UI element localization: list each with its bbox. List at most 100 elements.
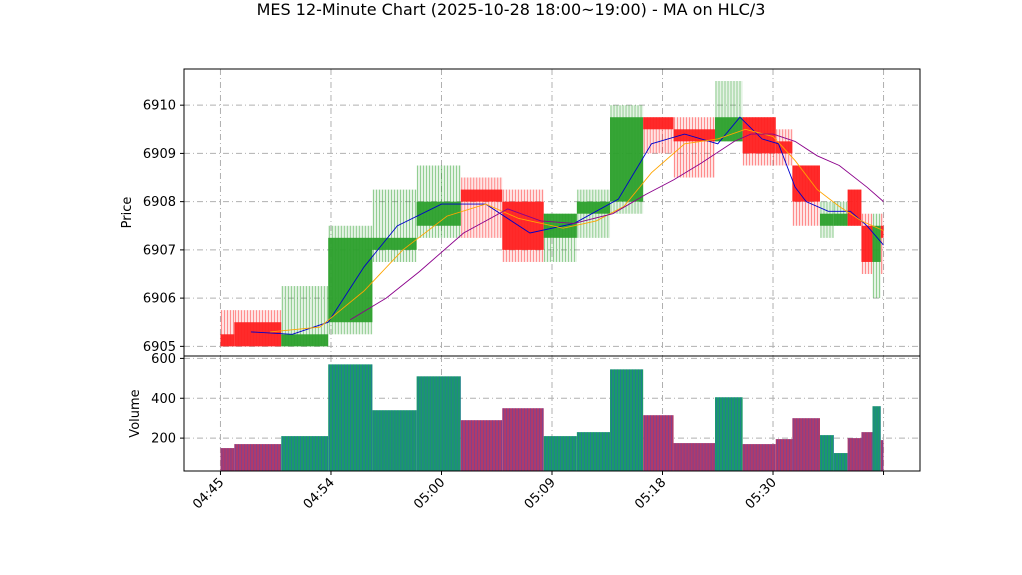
volume-bar xyxy=(543,436,577,471)
price-bar xyxy=(372,189,417,262)
volume-bar-fill xyxy=(847,438,862,471)
volume-bar xyxy=(220,448,235,471)
volume-tick-label: 200 xyxy=(151,432,176,447)
x-tick-label: 04:54 xyxy=(301,475,338,512)
price-bar xyxy=(847,189,862,226)
volume-bar-fill xyxy=(715,397,743,471)
price-tick-label: 6908 xyxy=(143,195,176,210)
price-bar xyxy=(819,201,834,238)
volume-bar xyxy=(372,410,417,471)
volume-bar xyxy=(643,415,674,471)
volume-bar xyxy=(819,435,834,471)
volume-bar xyxy=(610,369,644,471)
price-tick-label: 6909 xyxy=(143,147,176,162)
x-tick-label: 05:18 xyxy=(632,475,669,512)
price-bar-body xyxy=(220,334,235,347)
price-panel: 6905 6906 6907 6908 6909 6910 Price xyxy=(120,68,921,357)
price-bar xyxy=(643,117,674,154)
price-bar xyxy=(234,310,282,347)
volume-bar xyxy=(792,418,820,471)
volume-bar-fill xyxy=(872,406,881,471)
price-bar-body xyxy=(872,225,881,262)
price-bar-body xyxy=(372,237,417,250)
volume-bar xyxy=(742,444,776,471)
price-bar xyxy=(460,177,503,238)
price-bar-body xyxy=(792,165,820,202)
price-bar xyxy=(715,81,743,142)
volume-bar xyxy=(281,436,329,471)
volume-bar-fill xyxy=(220,448,235,471)
price-bar-body xyxy=(234,322,282,347)
price-bar-body xyxy=(328,237,373,323)
price-bar xyxy=(673,117,716,178)
price-axis-title: Price xyxy=(120,197,135,229)
x-tick-label: 05:09 xyxy=(522,475,559,512)
volume-bar xyxy=(502,408,544,471)
volume-bar-fill xyxy=(833,453,848,471)
volume-bar xyxy=(715,397,743,471)
volume-bar xyxy=(234,444,282,471)
price-bar-body xyxy=(610,117,644,202)
price-bar-body xyxy=(775,141,793,154)
price-tick-label: 6910 xyxy=(143,99,176,114)
volume-bar-fill xyxy=(502,408,544,471)
volume-bar xyxy=(833,453,848,471)
x-tick-label: 05:30 xyxy=(743,475,780,512)
price-bar-range xyxy=(673,117,716,178)
volume-bar xyxy=(416,376,461,471)
price-bar xyxy=(328,225,373,335)
volume-bar-fill xyxy=(792,418,820,471)
volume-bar xyxy=(328,364,373,471)
price-bar xyxy=(502,189,544,262)
price-bar-body xyxy=(833,213,848,226)
volume-bar-fill xyxy=(281,436,329,471)
price-bar xyxy=(610,105,644,214)
volume-tick-label: 600 xyxy=(151,352,176,367)
price-bar-body xyxy=(847,189,862,226)
volume-bar xyxy=(775,439,793,471)
price-bar-body xyxy=(281,334,329,347)
volume-bar xyxy=(872,406,881,471)
price-tick-label: 6905 xyxy=(143,340,176,355)
volume-bar-fill xyxy=(673,443,716,471)
price-bar xyxy=(416,165,461,238)
price-bar xyxy=(576,189,611,238)
price-bar xyxy=(281,286,329,347)
price-bar xyxy=(220,310,235,347)
price-bar-body xyxy=(819,213,834,226)
volume-bar xyxy=(861,432,873,471)
volume-bar-fill xyxy=(460,420,503,471)
x-tick-label: 04:45 xyxy=(190,475,227,512)
volume-bar xyxy=(576,432,611,471)
price-bar-range xyxy=(460,177,503,238)
volume-bar-fill xyxy=(861,432,873,471)
volume-bar-fill xyxy=(234,444,282,471)
price-bar xyxy=(543,213,577,262)
price-bar-body xyxy=(643,117,674,130)
volume-bar-fill xyxy=(819,435,834,471)
volume-bar xyxy=(460,420,503,471)
volume-bar xyxy=(847,438,862,471)
chart-title: MES 12-Minute Chart (2025-10-28 18:00~19… xyxy=(256,0,766,19)
volume-tick-label: 400 xyxy=(151,392,176,407)
price-bar-body xyxy=(543,213,577,238)
ma-line-1 xyxy=(250,116,884,335)
price-bar-body xyxy=(715,117,743,142)
x-axis: 04:45 04:54 05:00 05:09 05:18 05:30 xyxy=(190,471,885,512)
volume-panel: 200 400 600 Volume xyxy=(128,352,921,472)
volume-bar xyxy=(673,443,716,471)
price-bar-body xyxy=(673,129,716,142)
x-tick-label: 05:00 xyxy=(411,475,448,512)
price-bar-body xyxy=(880,225,884,238)
price-tick-label: 6907 xyxy=(143,243,176,258)
volume-bar xyxy=(880,440,884,471)
price-bar xyxy=(775,129,793,166)
volume-axis-title: Volume xyxy=(128,389,143,437)
price-bar-body xyxy=(460,189,503,202)
price-tick-label: 6906 xyxy=(143,292,176,307)
volume-bar-fill xyxy=(775,439,793,471)
ma-line-3 xyxy=(350,133,884,321)
price-bar-body xyxy=(861,225,873,262)
price-bar-body xyxy=(576,201,611,214)
